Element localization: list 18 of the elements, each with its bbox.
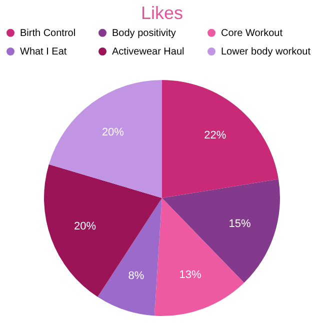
data-label: 15% <box>228 218 252 230</box>
legend-label: Lower body workout <box>221 46 311 58</box>
data-label: 20% <box>102 126 124 138</box>
pie-slice <box>162 80 278 198</box>
legend-label: Body positivity <box>112 28 176 39</box>
legend-label: Birth Control <box>20 28 76 39</box>
pie-slice <box>98 198 162 316</box>
legend-label: Core Workout <box>221 28 283 39</box>
pie-slice <box>48 80 162 198</box>
data-label: 13% <box>179 268 202 281</box>
data-label: 8% <box>128 270 144 282</box>
pie-slice <box>44 164 162 297</box>
data-label: 20% <box>74 220 96 232</box>
legend-label: What I Eat <box>20 46 67 58</box>
legend-label: Activewear Haul <box>112 46 184 58</box>
data-label: 22% <box>204 130 226 142</box>
chart-title: Likes <box>140 3 184 23</box>
pie-slice <box>162 179 280 283</box>
